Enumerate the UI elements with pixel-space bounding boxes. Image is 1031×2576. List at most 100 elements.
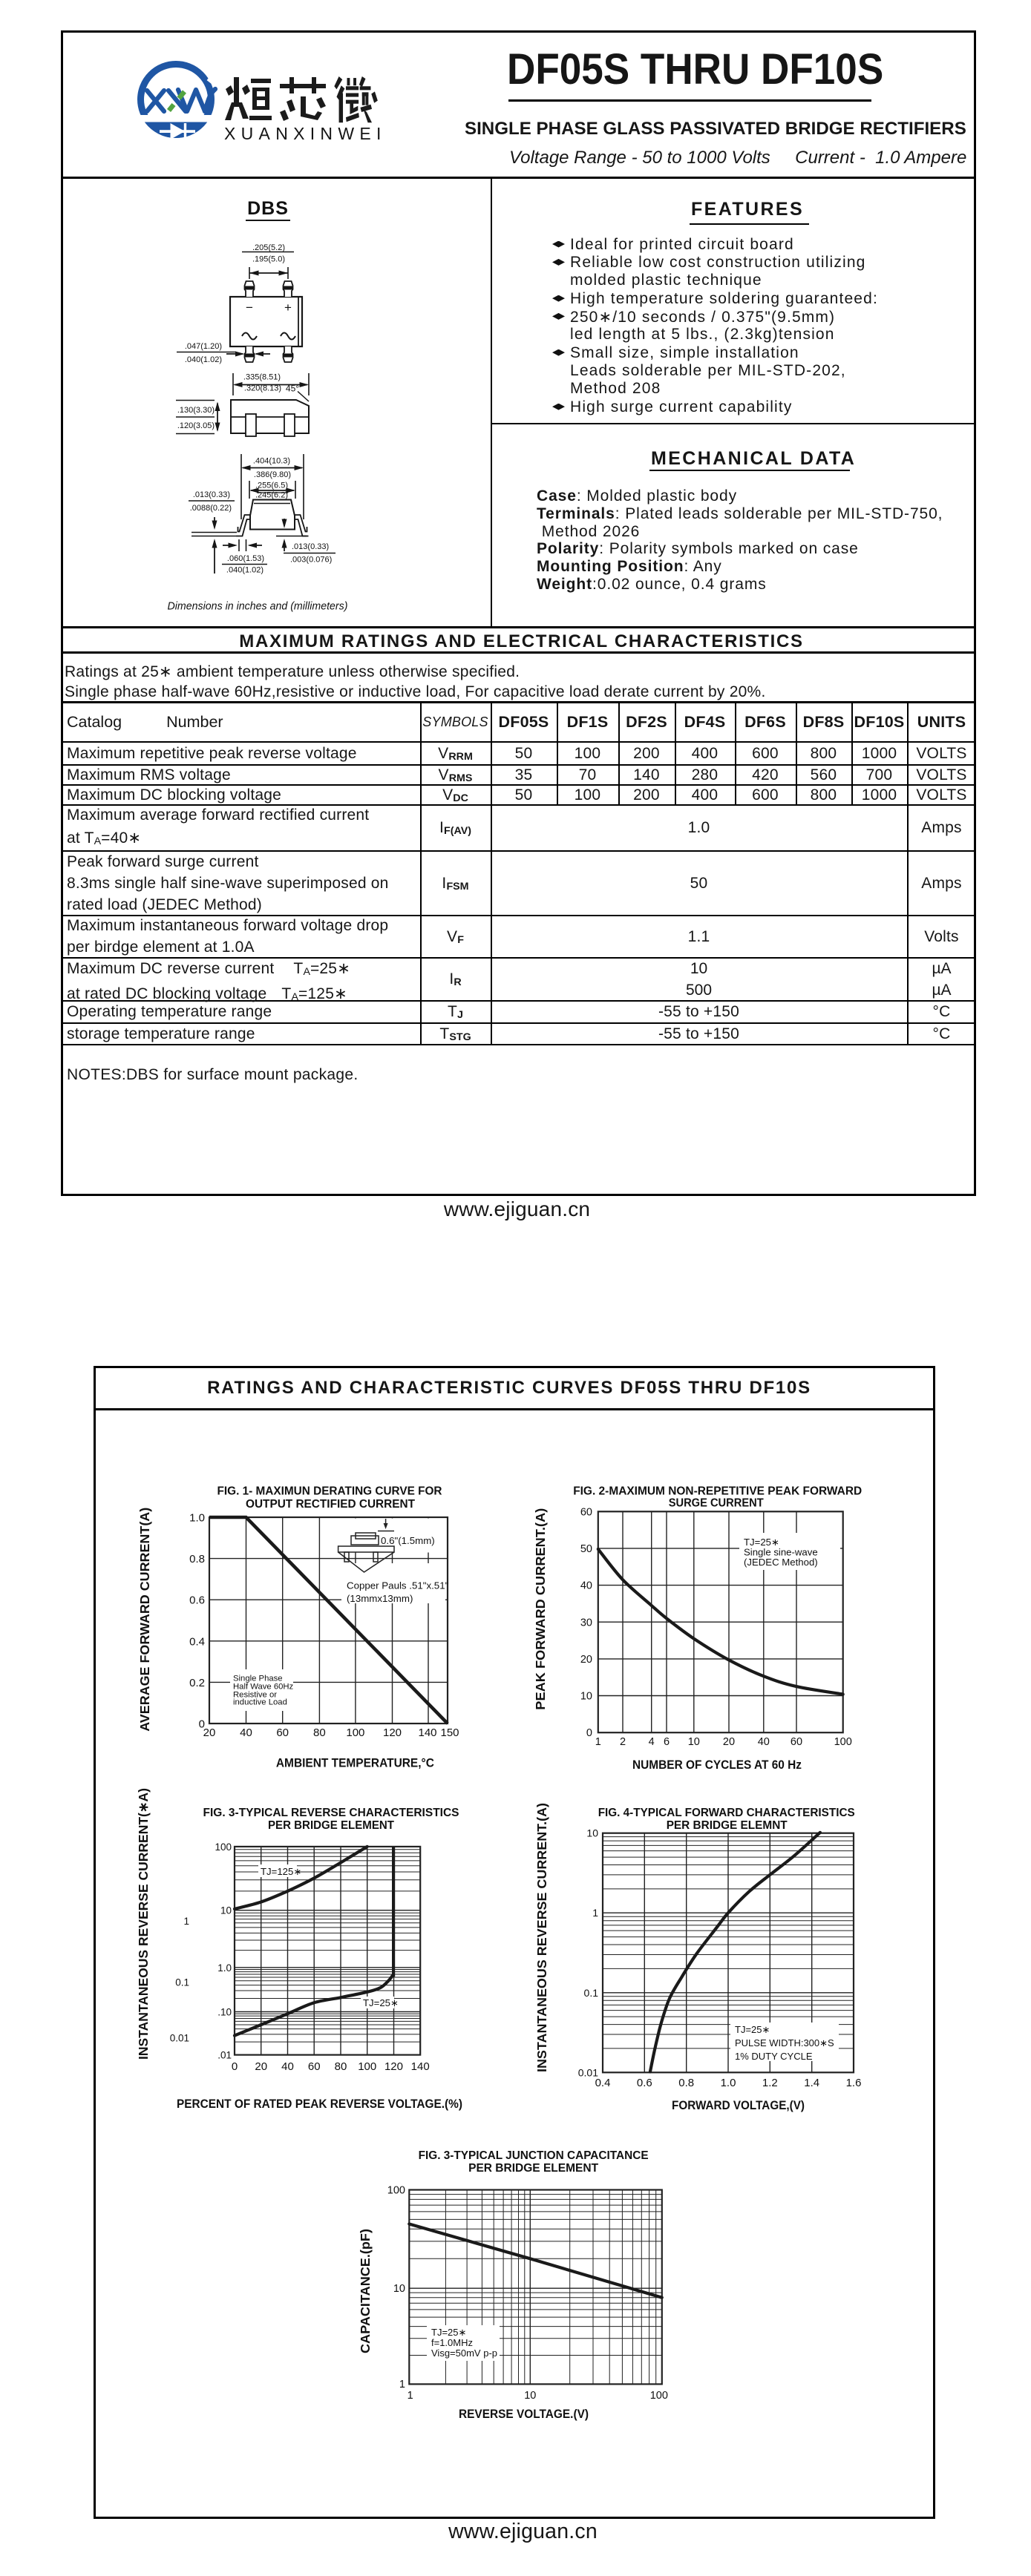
svg-text:.01: .01 bbox=[217, 2050, 232, 2061]
svg-text:100: 100 bbox=[650, 2390, 668, 2402]
svg-text:100: 100 bbox=[387, 2185, 405, 2197]
svg-text:.013(0.33): .013(0.33) bbox=[292, 542, 329, 551]
svg-text:Copper Pauls .51"x.51": Copper Pauls .51"x.51" bbox=[347, 1580, 449, 1591]
svg-text:60: 60 bbox=[580, 1506, 592, 1518]
svg-text:60: 60 bbox=[276, 1726, 289, 1739]
svg-text:1.4: 1.4 bbox=[804, 2077, 819, 2089]
svg-text:0.1: 0.1 bbox=[584, 1987, 599, 1999]
svg-text:10: 10 bbox=[393, 2283, 405, 2295]
svg-text:PEAK FORWARD CURRENT.(A): PEAK FORWARD CURRENT.(A) bbox=[533, 1508, 548, 1710]
svg-text:0.4: 0.4 bbox=[595, 2077, 611, 2089]
svg-text:2: 2 bbox=[620, 1736, 626, 1748]
svg-text:0.6: 0.6 bbox=[637, 2077, 652, 2089]
svg-text:0: 0 bbox=[586, 1727, 592, 1739]
svg-text:OUTPUT RECTIFIED CURRENT: OUTPUT RECTIFIED CURRENT bbox=[246, 1498, 416, 1511]
svg-text:20: 20 bbox=[203, 1726, 216, 1739]
svg-text:1.6: 1.6 bbox=[846, 2077, 862, 2089]
svg-text:.320(8.13): .320(8.13) bbox=[244, 384, 281, 393]
svg-text:40: 40 bbox=[240, 1726, 252, 1739]
svg-text:f=1.0MHz: f=1.0MHz bbox=[431, 2337, 473, 2348]
svg-text:100: 100 bbox=[215, 1841, 232, 1853]
svg-text:PERCENT OF RATED PEAK REVERSE: PERCENT OF RATED PEAK REVERSE VOLTAGE.(%… bbox=[177, 2097, 462, 2111]
svg-text:.013(0.33): .013(0.33) bbox=[193, 490, 230, 499]
svg-text:AVERAGE FORWARD CURRENT(A): AVERAGE FORWARD CURRENT(A) bbox=[137, 1508, 152, 1732]
svg-text:.120(3.05): .120(3.05) bbox=[177, 421, 215, 430]
svg-text:150: 150 bbox=[440, 1726, 459, 1739]
svg-text:Half Wave 60Hz: Half Wave 60Hz bbox=[233, 1682, 294, 1691]
svg-text:30: 30 bbox=[580, 1617, 592, 1629]
svg-text:1: 1 bbox=[592, 1907, 598, 1919]
svg-text:0.8: 0.8 bbox=[189, 1553, 205, 1565]
svg-text:TJ=25∗: TJ=25∗ bbox=[735, 2024, 770, 2035]
svg-text:1.2: 1.2 bbox=[762, 2077, 778, 2089]
svg-text:FORWARD VOLTAGE,(V): FORWARD VOLTAGE,(V) bbox=[672, 2098, 805, 2112]
svg-text:4: 4 bbox=[649, 1736, 655, 1748]
svg-text:.335(8.51): .335(8.51) bbox=[243, 373, 281, 382]
svg-text:+: + bbox=[284, 300, 292, 315]
svg-text:.205(5.2): .205(5.2) bbox=[252, 243, 285, 252]
svg-text:.10: .10 bbox=[217, 2007, 232, 2018]
svg-text:FIG. 3-TYPICAL JUNCTION CAPACI: FIG. 3-TYPICAL JUNCTION CAPACITANCE bbox=[419, 2149, 649, 2162]
svg-text:FIG. 3-TYPICAL REVERSE CHARACT: FIG. 3-TYPICAL REVERSE CHARACTERISTICS bbox=[203, 1807, 459, 1819]
svg-text:20: 20 bbox=[580, 1654, 592, 1666]
svg-text:DBS: DBS bbox=[247, 198, 289, 219]
svg-text:100: 100 bbox=[358, 2060, 376, 2073]
svg-text:0.01: 0.01 bbox=[170, 2033, 189, 2044]
svg-text:.0088(0.22): .0088(0.22) bbox=[190, 504, 232, 513]
svg-text:45°: 45° bbox=[286, 384, 299, 394]
svg-text:Dimensions in inches and (mill: Dimensions in inches and (millimeters) bbox=[168, 600, 348, 613]
svg-text:0.4: 0.4 bbox=[189, 1635, 205, 1648]
svg-text:FIG. 4-TYPICAL FORWARD CHARACT: FIG. 4-TYPICAL FORWARD CHARACTERISTICS bbox=[598, 1807, 855, 1819]
svg-text:1: 1 bbox=[183, 1916, 189, 1927]
svg-text:.003(0.076): .003(0.076) bbox=[290, 556, 332, 565]
svg-text:1: 1 bbox=[408, 2390, 413, 2402]
svg-text:INSTANTANEOUS REVERSE CURRENT.: INSTANTANEOUS REVERSE CURRENT.(A) bbox=[534, 1803, 549, 2072]
svg-text:.404(10.3): .404(10.3) bbox=[253, 457, 290, 466]
svg-text:1.0: 1.0 bbox=[189, 1512, 205, 1525]
svg-text:.040(1.02): .040(1.02) bbox=[226, 566, 264, 575]
svg-text:120: 120 bbox=[384, 2060, 403, 2073]
svg-text:.060(1.53): .060(1.53) bbox=[227, 554, 264, 563]
svg-text:10: 10 bbox=[524, 2390, 536, 2402]
svg-text:0.01: 0.01 bbox=[578, 2066, 598, 2078]
svg-text:140: 140 bbox=[411, 2060, 430, 2073]
svg-text:(JEDEC Method): (JEDEC Method) bbox=[744, 1557, 818, 1568]
svg-text:INSTANTANEOUS REVERSE CURRENT(: INSTANTANEOUS REVERSE CURRENT(∗A) bbox=[136, 1788, 151, 2060]
svg-text:0.2: 0.2 bbox=[189, 1677, 205, 1689]
svg-text:FIG. 2-MAXIMUM NON-REPETITIVE: FIG. 2-MAXIMUM NON-REPETITIVE PEAK FORWA… bbox=[573, 1485, 862, 1497]
svg-text:.245(6.2): .245(6.2) bbox=[255, 491, 288, 500]
svg-text:.130(3.30): .130(3.30) bbox=[177, 406, 215, 415]
svg-text:1: 1 bbox=[595, 1736, 601, 1748]
svg-text:1.0: 1.0 bbox=[721, 2077, 736, 2089]
svg-text:1.0: 1.0 bbox=[217, 1962, 232, 1974]
svg-text:−: − bbox=[246, 300, 253, 315]
svg-text:0: 0 bbox=[199, 1718, 205, 1731]
svg-text:40: 40 bbox=[758, 1736, 770, 1748]
svg-text:80: 80 bbox=[313, 1726, 326, 1739]
svg-text:80: 80 bbox=[335, 2060, 347, 2073]
svg-text:20: 20 bbox=[255, 2060, 267, 2073]
svg-text:20: 20 bbox=[723, 1736, 735, 1748]
svg-text:0: 0 bbox=[232, 2060, 238, 2073]
svg-text:40: 40 bbox=[281, 2060, 294, 2073]
svg-text:TJ=25∗: TJ=25∗ bbox=[363, 1997, 399, 2008]
svg-text:TJ=25∗: TJ=25∗ bbox=[744, 1537, 779, 1548]
svg-text:50: 50 bbox=[580, 1543, 592, 1555]
svg-text:.047(1.20): .047(1.20) bbox=[185, 342, 222, 351]
svg-text:10: 10 bbox=[220, 1905, 232, 1916]
svg-text:10: 10 bbox=[688, 1736, 700, 1748]
svg-text:TJ=125∗: TJ=125∗ bbox=[261, 1866, 301, 1877]
svg-text:Resistive or: Resistive or bbox=[233, 1691, 277, 1700]
svg-text:10: 10 bbox=[580, 1691, 592, 1703]
svg-text:.040(1.02): .040(1.02) bbox=[185, 355, 222, 364]
svg-text:PULSE WIDTH:300∗S: PULSE WIDTH:300∗S bbox=[735, 2037, 834, 2048]
svg-text:REVERSE VOLTAGE.(V): REVERSE VOLTAGE.(V) bbox=[459, 2407, 589, 2421]
svg-text:PER BRIDGE ELEMENT: PER BRIDGE ELEMENT bbox=[268, 1819, 395, 1832]
svg-text:PER BRIDGE ELEMENT: PER BRIDGE ELEMENT bbox=[468, 2162, 599, 2175]
svg-text:TJ=25∗: TJ=25∗ bbox=[431, 2327, 466, 2338]
svg-text:Visg=50mV p-p: Visg=50mV p-p bbox=[431, 2347, 497, 2359]
svg-text:.386(9.80): .386(9.80) bbox=[254, 470, 291, 479]
svg-text:60: 60 bbox=[308, 2060, 321, 2073]
svg-text:.195(5.0): .195(5.0) bbox=[252, 255, 285, 264]
svg-text:120: 120 bbox=[383, 1726, 402, 1739]
